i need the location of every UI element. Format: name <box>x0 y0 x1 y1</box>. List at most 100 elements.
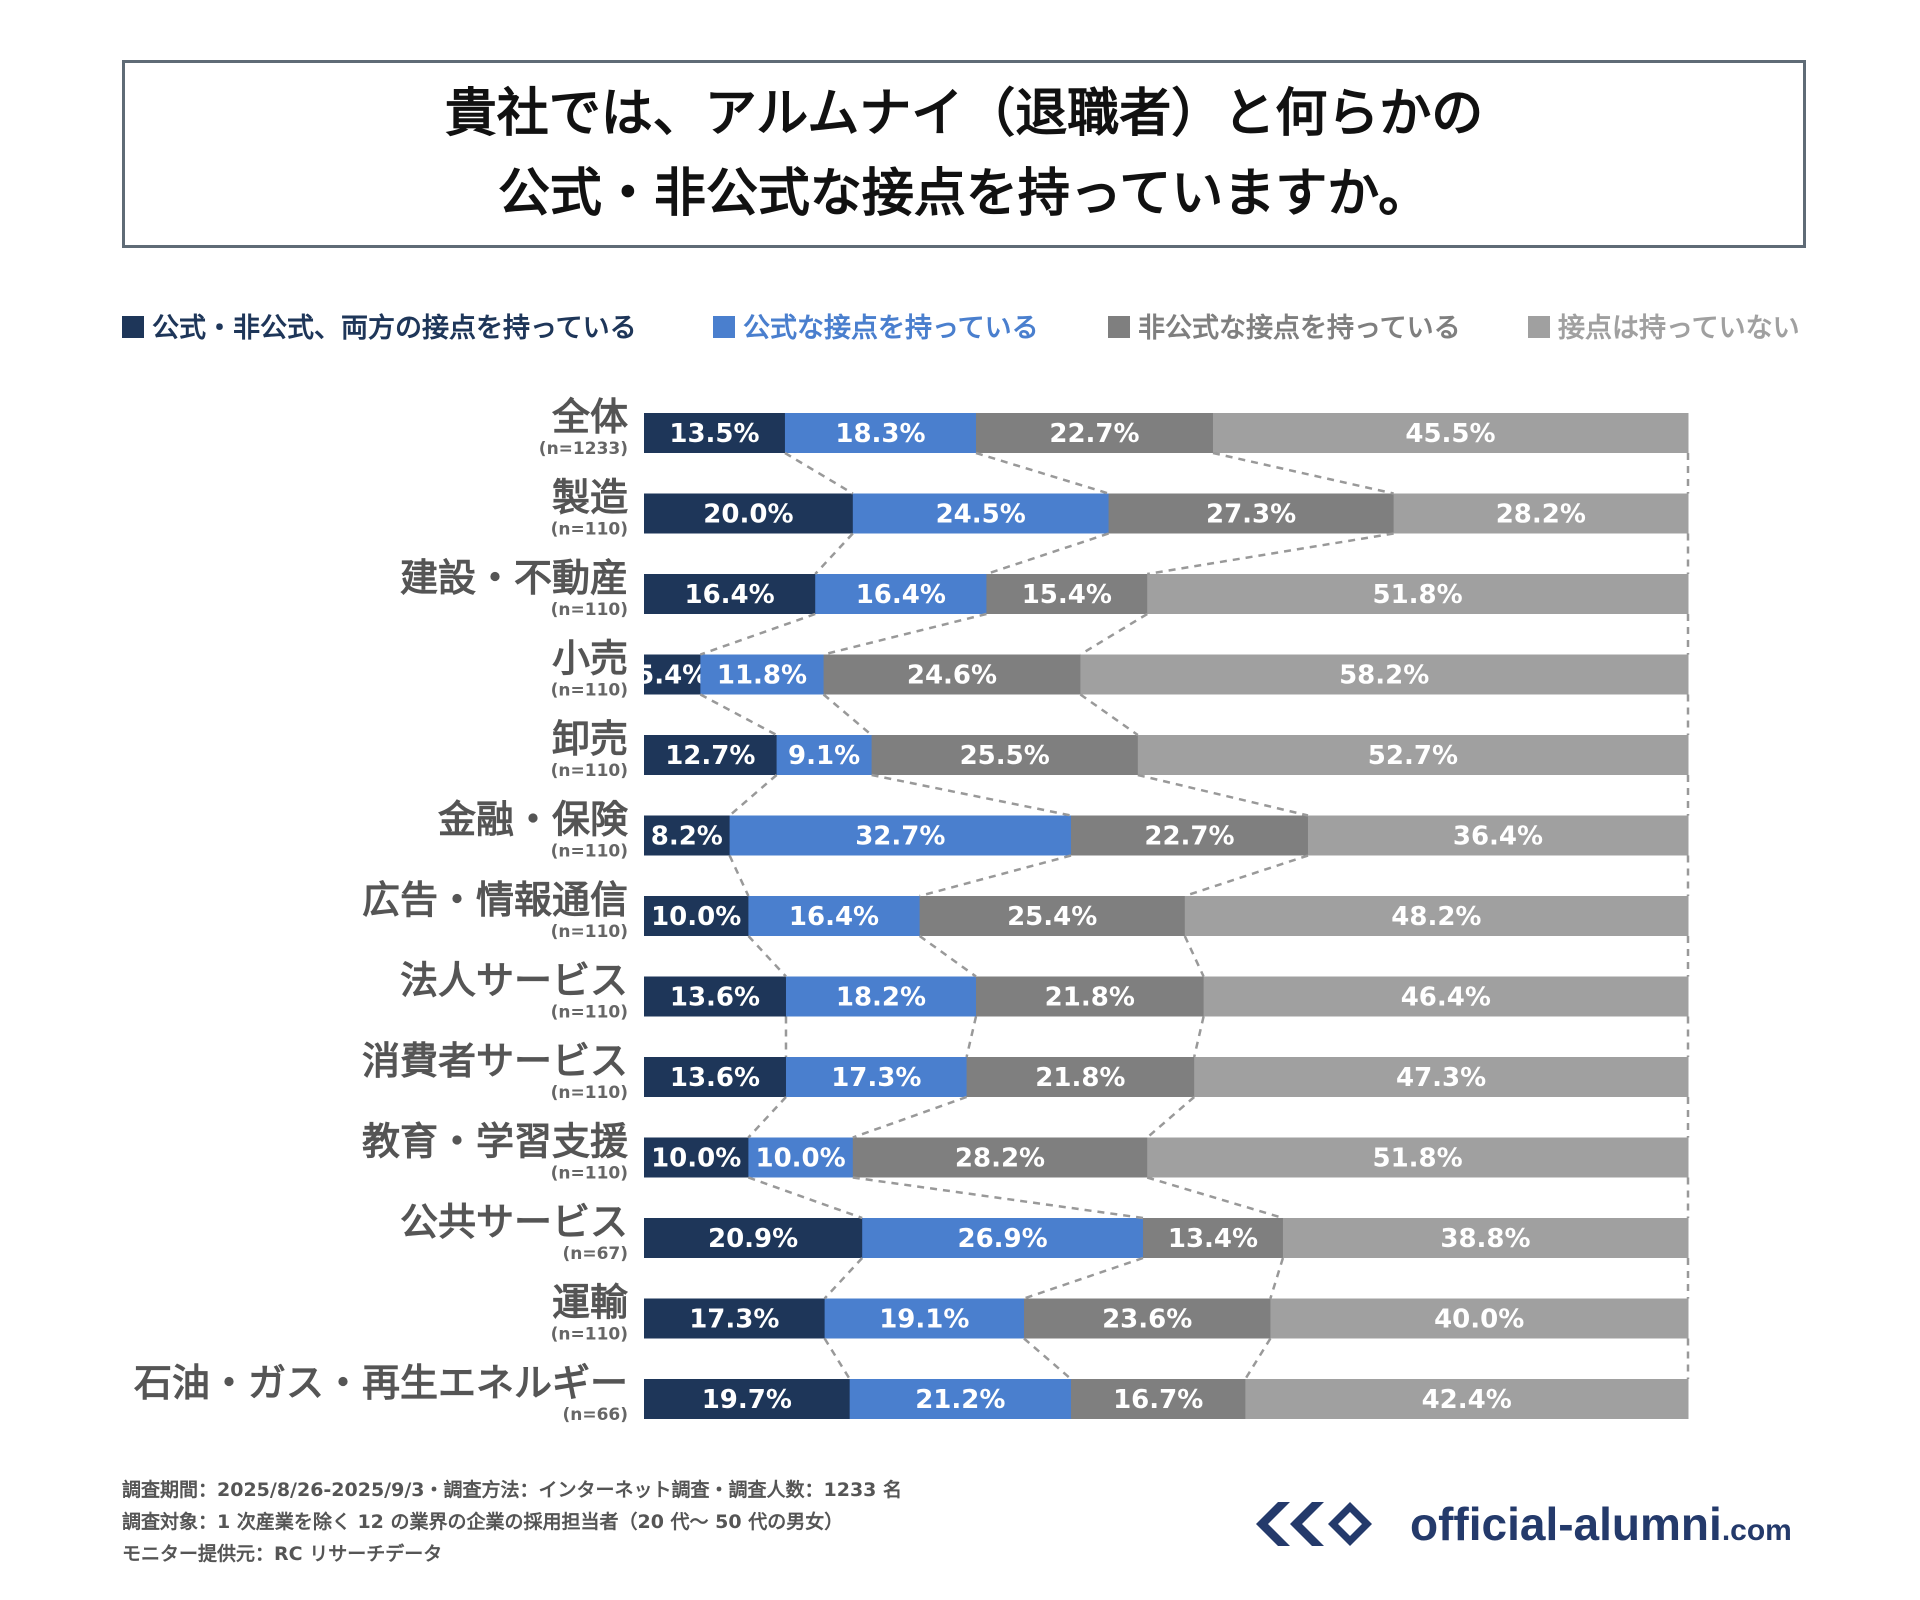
data-label-both: 13.6% <box>670 983 760 1013</box>
connector-line <box>871 773 1072 817</box>
bar-segment-unofficial <box>1070 1379 1246 1419</box>
connector-line <box>747 1176 863 1220</box>
bar-segment-unofficial <box>1108 493 1395 534</box>
bar-segment-none <box>1184 896 1689 936</box>
data-label-official: 18.3% <box>835 419 925 449</box>
data-label-unofficial: 23.6% <box>1102 1305 1192 1335</box>
data-label-official: 26.9% <box>958 1224 1048 1254</box>
title-box: 貴社では、アルムナイ（退職者）と何らかの 公式・非公式な接点を持っていますか。 <box>122 60 1806 248</box>
data-label-unofficial: 21.8% <box>1035 1063 1125 1093</box>
category-n-label: (n=110) <box>551 600 628 620</box>
legend-swatch-both <box>122 316 144 338</box>
connector-line <box>1146 1176 1284 1220</box>
bar-segment-official <box>748 1137 854 1178</box>
connector-line <box>1023 1337 1072 1380</box>
bar-segment-unofficial <box>1143 1218 1284 1258</box>
chart-title-line-1: 貴社では、アルムナイ（退職者）と何らかの <box>444 84 1484 144</box>
data-label-unofficial: 25.5% <box>960 741 1050 771</box>
footer-survey-period: 調査期間：2025/8/26-2025/9/3・調査方法：インターネット調査・調… <box>122 1479 903 1501</box>
data-label-official: 10.0% <box>755 1144 845 1174</box>
category-n-label: (n=66) <box>562 1405 628 1425</box>
data-label-unofficial: 16.7% <box>1113 1385 1203 1415</box>
logo-wordmark: official-alumni.com <box>1410 1497 1792 1551</box>
data-label-both: 19.7% <box>702 1385 792 1415</box>
connector-line <box>975 451 1109 495</box>
bar-segment-unofficial <box>871 735 1139 775</box>
bar-segment-both <box>644 654 701 695</box>
category-n-label: (n=110) <box>551 681 628 701</box>
bar-segment-none <box>1194 1057 1689 1097</box>
category-n-label: (n=110) <box>551 1003 628 1023</box>
bar-segment-unofficial <box>986 574 1148 614</box>
data-label-both: 17.3% <box>689 1305 779 1335</box>
bar-segment-unofficial <box>823 654 1081 695</box>
bar-segment-both <box>644 574 816 614</box>
category-label: 公共サービス <box>400 1200 628 1244</box>
connector-line <box>699 612 816 656</box>
data-label-official: 24.5% <box>936 500 1026 530</box>
data-label-none: 46.4% <box>1401 983 1491 1013</box>
category-label: 製造 <box>552 476 628 520</box>
bar-segment-unofficial <box>919 896 1186 936</box>
legend-swatch-none <box>1528 316 1550 338</box>
connector-line <box>728 854 750 897</box>
bar-segment-unofficial <box>975 413 1214 453</box>
data-label-both: 8.2% <box>651 822 723 852</box>
bar-segment-official <box>784 413 977 453</box>
bar-segment-none <box>1203 976 1689 1017</box>
category-label: 金融・保険 <box>437 798 629 842</box>
bar-segment-both <box>644 493 854 534</box>
connector-line <box>1269 1257 1285 1299</box>
bar-segment-both <box>644 815 731 856</box>
category-n-label: (n=110) <box>551 922 628 942</box>
category-n-label: (n=110) <box>551 1164 628 1184</box>
data-label-none: 38.8% <box>1440 1224 1530 1254</box>
legend-swatch-official <box>713 316 735 338</box>
triple-chevron-left-logo-icon <box>1256 1502 1372 1546</box>
footer-monitor-source: モニター提供元：RC リサーチデータ <box>122 1543 443 1565</box>
stacked-bar-chart: 公式・非公式、両方の接点を持っている 公式な接点を持っている 非公式な接点を持ってい… <box>122 312 1800 1425</box>
connector-line <box>1079 693 1139 737</box>
data-label-unofficial: 24.6% <box>907 661 997 691</box>
category-n-label: (n=110) <box>551 842 628 862</box>
connector-line <box>1192 1016 1205 1058</box>
bar-segment-both <box>644 1137 749 1178</box>
connector-line <box>823 612 987 656</box>
connector-line <box>852 1095 968 1139</box>
bar-segment-both <box>644 735 778 775</box>
connector-line <box>823 1337 851 1380</box>
category-label: 建設・不動産 <box>400 556 628 600</box>
data-label-both: 5.4% <box>636 661 708 691</box>
bar-segment-both <box>644 1218 863 1258</box>
data-label-none: 58.2% <box>1339 661 1429 691</box>
data-label-unofficial: 25.4% <box>1007 902 1097 932</box>
connector-line <box>1184 854 1309 898</box>
legend-label-none: 接点は持っていない <box>1558 313 1800 344</box>
bar-segment-none <box>1080 654 1689 695</box>
bar-segment-both <box>644 413 786 453</box>
data-label-both: 13.5% <box>669 419 759 449</box>
data-label-unofficial: 13.4% <box>1168 1224 1258 1254</box>
category-n-label: (n=110) <box>551 1083 628 1103</box>
category-n-label: (n=1233) <box>539 439 628 459</box>
category-label: 教育・学習支援 <box>362 1120 629 1164</box>
category-n-label: (n=110) <box>551 761 628 781</box>
connector-line <box>747 1096 787 1139</box>
connector-line <box>1137 773 1309 817</box>
connector-line <box>823 1257 864 1300</box>
category-label: 法人サービス <box>400 959 628 1003</box>
logo-suffix-text: .com <box>1721 1514 1792 1547</box>
chart-title-line-2: 公式・非公式な接点を持っていますか。 <box>497 164 1431 224</box>
data-label-none: 48.2% <box>1391 902 1481 932</box>
data-label-none: 36.4% <box>1453 822 1543 852</box>
data-label-none: 40.0% <box>1434 1305 1524 1335</box>
connector-line <box>1183 935 1205 978</box>
connector-line <box>965 1016 978 1058</box>
data-label-both: 10.0% <box>651 902 741 932</box>
category-label: 小売 <box>552 637 628 681</box>
connector-line <box>1212 451 1394 495</box>
brand-logo[interactable]: official-alumni.com <box>1250 1488 1810 1560</box>
bar-segment-official <box>852 493 1110 534</box>
bar-segment-none <box>1147 574 1689 614</box>
footer-survey-target: 調査対象：1 次産業を除く 12 の業界の企業の採用担当者（20 代〜 50 代… <box>122 1511 844 1533</box>
